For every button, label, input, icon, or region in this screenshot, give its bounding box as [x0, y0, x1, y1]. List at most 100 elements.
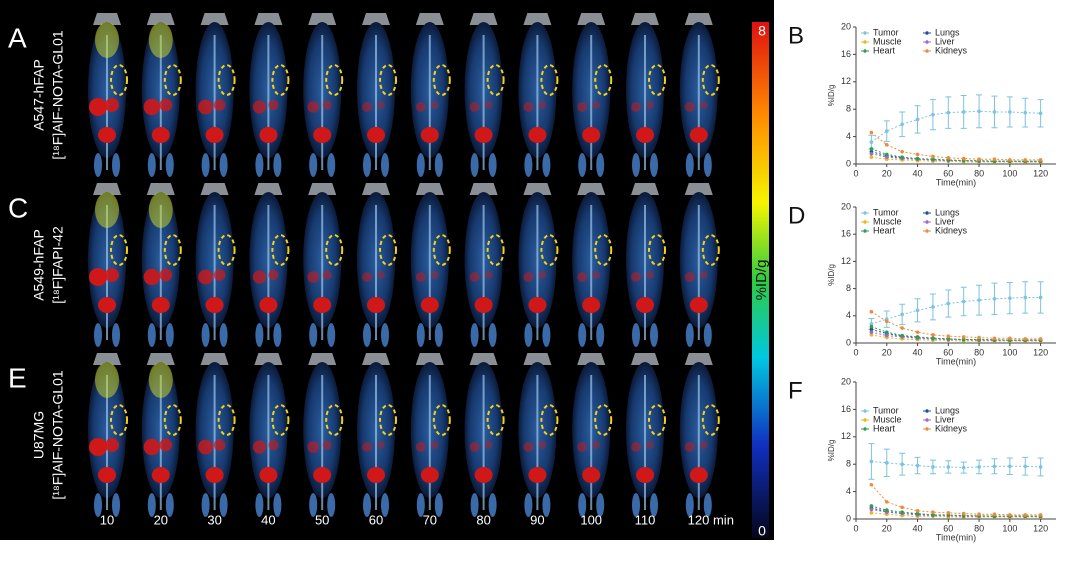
mouse-leg: [650, 153, 658, 177]
uptake-blob: [322, 440, 332, 450]
uptake-blob: [198, 99, 214, 115]
data-point: [900, 462, 904, 467]
uptake-blob: [105, 98, 119, 112]
data-point: [869, 130, 874, 135]
bladder: [636, 297, 654, 313]
tumor-roi: [163, 64, 182, 96]
legend-label: Heart: [873, 45, 896, 55]
mouse-head: [631, 353, 659, 365]
panel-label: B: [788, 22, 804, 49]
panel-label: F: [788, 377, 803, 404]
data-point: [931, 336, 935, 341]
data-point: [992, 336, 997, 341]
data-point: [884, 330, 889, 334]
data-point: [1008, 464, 1012, 469]
y-tick-label: 8: [846, 283, 851, 293]
tumor-roi: [701, 234, 720, 266]
tumor-roi: [325, 64, 344, 96]
data-point: [1038, 295, 1043, 300]
data-point: [992, 157, 997, 162]
tumor-roi: [271, 404, 290, 436]
x-tick-label: 20: [882, 523, 892, 533]
mouse-leg: [273, 323, 282, 347]
data-point: [1038, 111, 1043, 116]
legend-marker: [863, 211, 867, 215]
x-tick-label: 20: [882, 168, 892, 178]
data-point: [915, 335, 920, 339]
legend-label: Liver: [935, 216, 955, 226]
uptake-blob: [307, 271, 320, 283]
mouse-head: [469, 353, 498, 365]
y-tick-label: 8: [846, 104, 851, 114]
time-label: 110: [635, 512, 656, 527]
mouse-leg: [94, 493, 102, 517]
colorbar-unit: %ID/g: [753, 260, 770, 301]
x-tick-label: 0: [853, 523, 858, 533]
tumor-roi: [379, 404, 397, 436]
uptake-glow: [95, 362, 119, 398]
mouse-leg: [632, 493, 640, 517]
uptake-blob: [430, 101, 439, 109]
colorbar: [752, 22, 769, 538]
x-tick-label: 40: [913, 523, 923, 533]
mouse-head: [93, 13, 121, 25]
tumor-roi: [594, 234, 613, 266]
mouse-leg: [703, 153, 712, 177]
mouse-leg: [596, 153, 605, 177]
mouse-leg: [165, 323, 174, 347]
bladder: [367, 127, 385, 143]
legend-marker: [925, 31, 929, 35]
data-point: [869, 322, 874, 326]
uptake-glow: [95, 192, 119, 228]
panel-label: A: [8, 22, 27, 53]
time-label: 100: [580, 512, 602, 527]
bladder: [313, 467, 332, 483]
bladder: [636, 127, 654, 143]
data-point: [869, 327, 874, 332]
uptake-blob: [252, 440, 266, 454]
mouse-leg: [524, 153, 533, 177]
uptake-blob: [377, 271, 385, 279]
bladder: [528, 467, 547, 483]
tumor-roi: [110, 64, 128, 96]
mouse-head: [254, 13, 283, 25]
uptake-blob: [198, 269, 214, 285]
legend-label: Heart: [873, 225, 896, 235]
bladder: [98, 297, 116, 313]
data-point: [884, 129, 889, 133]
x-tick-label: 120: [1033, 347, 1048, 357]
legend-marker: [925, 40, 929, 44]
uptake-blob: [377, 441, 385, 449]
uptake-glow: [148, 192, 173, 228]
x-tick-label: 100: [1002, 168, 1017, 178]
uptake-blob: [268, 99, 279, 111]
mouse-leg: [542, 323, 551, 347]
series-line: [871, 148, 1041, 162]
colorbar-max: 8: [758, 23, 766, 39]
bladder: [151, 467, 170, 483]
data-point: [915, 156, 920, 161]
data-point: [946, 337, 951, 341]
time-label: 70: [423, 512, 437, 527]
tumor-roi: [271, 234, 290, 266]
uptake-blob: [362, 272, 372, 282]
panel-label: E: [8, 362, 27, 393]
tumor-roi: [540, 234, 559, 266]
data-point: [961, 156, 966, 161]
mouse-head: [469, 13, 498, 25]
row-label: [¹⁸F]AlF-NOTA-GL01: [50, 370, 66, 500]
uptake-blob: [684, 272, 695, 282]
tumor-roi: [110, 234, 128, 266]
uptake-blob: [415, 272, 426, 282]
uptake-blob: [143, 98, 160, 116]
bladder: [98, 127, 116, 143]
x-axis-label: Time(min): [936, 356, 976, 366]
bladder: [313, 297, 332, 313]
data-point: [884, 319, 889, 324]
uptake-blob: [159, 268, 173, 282]
mouse-leg: [327, 493, 336, 517]
time-label: 60: [369, 512, 383, 527]
mouse-head: [308, 353, 337, 365]
data-point: [900, 505, 904, 510]
mouse-leg: [416, 153, 425, 177]
